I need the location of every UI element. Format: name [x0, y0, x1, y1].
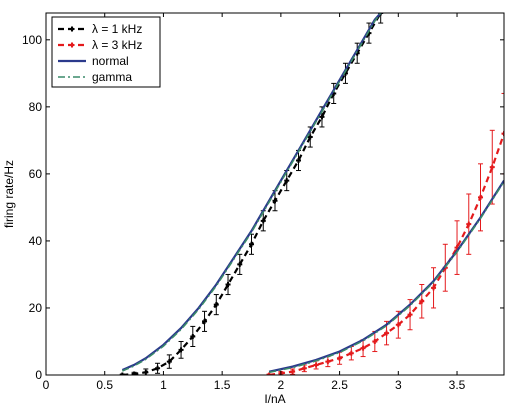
data-point — [190, 333, 196, 339]
series-line-1-khz — [122, 13, 382, 375]
y-tick-label: 100 — [22, 33, 42, 47]
data-point — [119, 372, 125, 375]
data-point — [337, 355, 343, 361]
data-point — [395, 322, 401, 328]
y-tick-label: 0 — [35, 368, 42, 382]
data-point — [213, 302, 219, 308]
data-point — [225, 282, 231, 287]
data-point — [266, 372, 272, 375]
x-tick-label: 0.5 — [96, 378, 113, 392]
x-tick-label: 3.5 — [449, 378, 466, 392]
legend-entry: λ = 3 kHz — [58, 38, 142, 52]
data-point — [419, 298, 425, 304]
x-tick-label: 2 — [278, 378, 285, 392]
x-tick-label: 1 — [160, 378, 167, 392]
gamma-fit-curve — [122, 13, 382, 372]
data-point — [284, 178, 290, 184]
data-point — [301, 365, 307, 371]
data-point — [178, 347, 184, 353]
y-tick-label: 60 — [29, 167, 43, 181]
data-point — [501, 131, 504, 137]
legend-entry: normal — [58, 54, 129, 68]
data-point — [478, 194, 484, 200]
data-point — [155, 365, 161, 371]
normal-fit-curve — [121, 13, 382, 371]
error-bar — [378, 13, 384, 24]
x-tick-label: 0 — [43, 378, 50, 392]
x-tick-label: 1.5 — [214, 378, 231, 392]
data-point — [237, 261, 243, 267]
data-point — [360, 345, 366, 351]
x-tick-label: 2.5 — [331, 378, 348, 392]
data-point — [348, 350, 354, 356]
data-point — [325, 359, 331, 365]
data-point — [295, 157, 301, 163]
data-point — [384, 330, 390, 336]
data-point — [166, 359, 172, 365]
y-tick-label: 40 — [29, 234, 43, 248]
data-point — [143, 369, 149, 375]
legend-label: normal — [92, 54, 129, 68]
plot-frame — [45, 12, 505, 376]
data-point — [489, 164, 495, 170]
gamma-fit-curve — [268, 181, 504, 374]
data-point — [249, 241, 255, 247]
data-point — [372, 338, 378, 344]
data-point — [290, 369, 296, 375]
legend: λ = 1 kHz λ = 3 kHz normal gamma — [51, 16, 161, 88]
data-point — [431, 285, 437, 291]
data-point — [466, 221, 472, 227]
data-point — [272, 198, 278, 204]
data-point — [319, 114, 325, 120]
series-line-3-khz — [268, 133, 504, 375]
y-tick-label: 80 — [29, 100, 43, 114]
data-point — [202, 318, 208, 324]
legend-label: λ = 1 kHz — [92, 22, 142, 36]
x-tick-label: 3 — [395, 378, 402, 392]
data-point — [307, 134, 313, 140]
x-axis-label: I/nA — [264, 392, 285, 406]
legend-entry: gamma — [58, 70, 132, 84]
legend-label: gamma — [92, 70, 132, 84]
legend-entry: λ = 1 kHz — [58, 22, 142, 36]
data-point — [313, 362, 319, 368]
y-tick-label: 20 — [29, 301, 43, 315]
data-point — [260, 218, 266, 224]
y-axis-label: firing rate/Hz — [2, 160, 16, 228]
legend-label: λ = 3 kHz — [92, 38, 142, 52]
data-point — [131, 371, 137, 375]
data-point — [407, 312, 413, 318]
